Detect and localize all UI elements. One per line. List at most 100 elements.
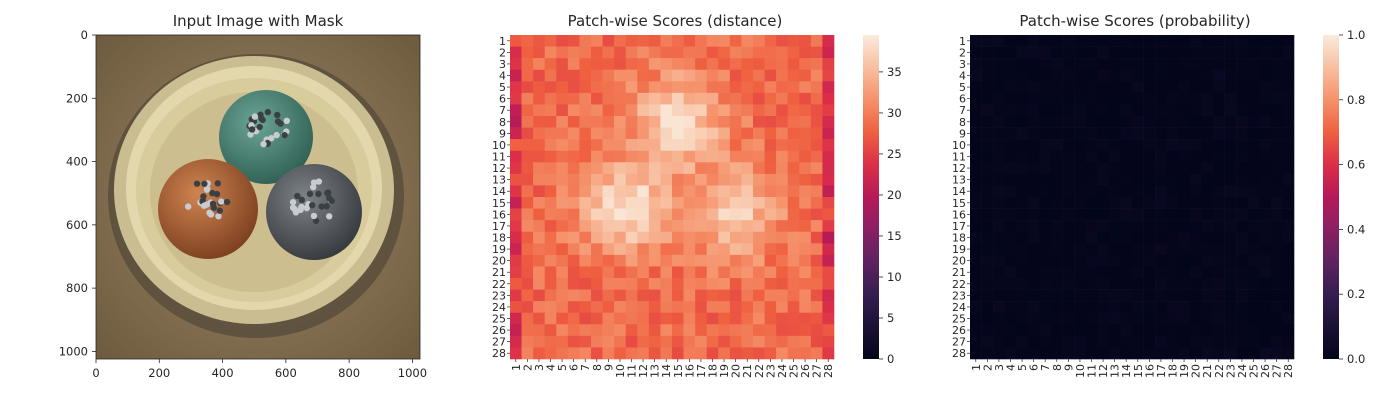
photo-xtick-label: 400: [212, 366, 234, 380]
heatmap-cell: [718, 220, 731, 233]
col-label: 15: [672, 364, 685, 378]
heatmap-cell: [648, 324, 661, 337]
heatmap-cell: [1224, 116, 1237, 128]
heatmap-cell: [1027, 347, 1040, 360]
heatmap-cell: [1108, 312, 1121, 325]
heatmap-cell: [602, 254, 615, 267]
heatmap-cell: [544, 347, 557, 360]
heatmap-cell: [1247, 208, 1260, 221]
heatmap-cell: [683, 116, 696, 128]
heatmap-cell: [1027, 266, 1040, 279]
heatmap-cell: [683, 278, 696, 290]
heatmap-cell: [810, 35, 823, 47]
heatmap-cell: [1039, 301, 1052, 314]
heatmap-cell: [764, 301, 777, 314]
heatmap-cell: [706, 46, 719, 59]
heatmap-cell: [1155, 92, 1168, 105]
wire-strand: [209, 200, 217, 208]
heatmap-cell: [1178, 116, 1191, 128]
heatmap-cell: [1097, 92, 1110, 105]
heatmap-cell: [579, 92, 592, 105]
heatmap-cell: [1085, 254, 1098, 267]
heatmap-cell: [1074, 185, 1087, 198]
probability-heatmap: [970, 35, 1295, 360]
heatmap-cell: [718, 208, 731, 221]
row-label: 13: [952, 174, 966, 187]
heatmap-cell: [1236, 243, 1249, 256]
heatmap-cell: [1004, 243, 1017, 256]
row-label: 11: [492, 151, 506, 164]
photo-ytick-label: 800: [66, 281, 88, 295]
heatmap-cell: [776, 220, 789, 233]
heatmap-cell: [614, 127, 627, 140]
heatmap-cell: [981, 243, 994, 256]
heatmap-cell: [695, 104, 708, 117]
heatmap-cell: [1282, 197, 1295, 209]
heatmap-cell: [1039, 208, 1052, 221]
wire-strand: [214, 180, 222, 187]
heatmap-cell: [556, 35, 569, 47]
heatmap-cell: [602, 231, 615, 244]
photo-ytick-label: 200: [66, 91, 88, 105]
heatmap-cell: [591, 324, 603, 337]
heatmap-cell: [544, 92, 557, 105]
heatmap-cell: [764, 35, 777, 47]
col-label: 3: [993, 364, 1006, 371]
heatmap-cell: [1074, 127, 1087, 140]
heatmap-cell: [1178, 347, 1191, 360]
heatmap-cell: [510, 139, 522, 152]
heatmap-cell: [1132, 92, 1144, 105]
heatmap-cell: [1236, 208, 1249, 221]
colorbar-tick-label: 20: [887, 188, 902, 202]
heatmap-cell: [706, 231, 719, 244]
heatmap-cell: [718, 254, 731, 267]
heatmap-cell: [625, 81, 638, 94]
wire-strand: [247, 131, 254, 138]
heatmap-cell: [1189, 69, 1202, 82]
heatmap-cell: [1166, 243, 1179, 256]
heatmap-cell: [1189, 347, 1202, 360]
heatmap-cell: [591, 185, 603, 198]
heatmap-cell: [521, 347, 534, 360]
heatmap-cell: [776, 266, 789, 279]
heatmap-cell: [1074, 69, 1087, 82]
heatmap-cell: [787, 335, 800, 348]
heatmap-cell: [1189, 127, 1202, 140]
heatmap-cell: [1062, 58, 1075, 71]
wire-strand: [298, 196, 306, 204]
heatmap-cell: [637, 197, 650, 209]
heatmap-cell: [799, 69, 812, 82]
heatmap-cell: [1236, 139, 1249, 152]
heatmap-cell: [579, 58, 592, 71]
heatmap-cell: [1282, 35, 1295, 47]
heatmap-cell: [695, 278, 708, 290]
heatmap-cell: [533, 69, 546, 82]
heatmap-cell: [1039, 278, 1052, 290]
row-label: 22: [952, 278, 966, 291]
heatmap-cell: [1004, 231, 1017, 244]
heatmap-cell: [625, 69, 638, 82]
heatmap-cell: [1097, 335, 1110, 348]
heatmap-cell: [602, 92, 615, 105]
heatmap-cell: [579, 127, 592, 140]
heatmap-cell: [1201, 301, 1214, 314]
heatmap-cell: [753, 231, 765, 244]
heatmap-cell: [579, 208, 592, 221]
row-label: 24: [952, 301, 966, 314]
heatmap-cell: [1282, 324, 1295, 337]
heatmap-cell: [567, 69, 580, 82]
heatmap-cell: [1259, 58, 1272, 71]
heatmap-cell: [602, 150, 615, 163]
heatmap-cell: [1143, 243, 1156, 256]
heatmap-cell: [1120, 185, 1133, 198]
col-label: 21: [741, 364, 754, 378]
heatmap-cell: [1120, 312, 1133, 325]
heatmap-cell: [718, 312, 731, 325]
heatmap-cell: [1039, 116, 1052, 128]
heatmap-cell: [683, 127, 696, 140]
col-label: 17: [1155, 364, 1168, 378]
heatmap-cell: [1155, 231, 1168, 244]
heatmap-cell: [1074, 46, 1087, 59]
